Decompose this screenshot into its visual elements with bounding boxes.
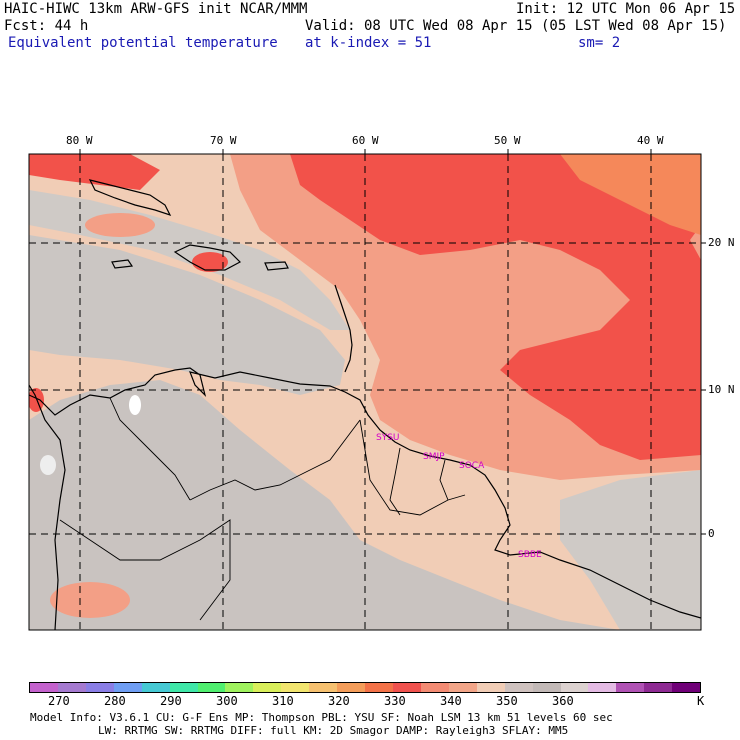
coast-central-america <box>29 384 66 630</box>
colorbar-unit: K <box>697 694 705 708</box>
colorbar-label-320: 320 <box>328 694 350 708</box>
colorbar-swatch <box>365 683 393 692</box>
colorbar-label-360: 360 <box>552 694 574 708</box>
lon-label-70w: 70 W <box>210 134 237 147</box>
valid-time: Valid: 08 UTC Wed 08 Apr 15 (05 LST Wed … <box>305 18 727 34</box>
lat-label-20n: 20 N <box>708 236 735 249</box>
red-patch-caribbean <box>29 154 160 190</box>
salmon-patch-cuba <box>85 213 155 237</box>
colorbar-swatch <box>253 683 282 692</box>
colorbar-swatch <box>85 683 114 692</box>
colorbar-swatch <box>560 683 589 692</box>
coastlines <box>29 179 701 630</box>
colorbar-swatch <box>57 683 86 692</box>
smoothing-label: sm= 2 <box>578 35 621 51</box>
model-info-line2: LW: RRTMG SW: RRTMG DIFF: full KM: 2D Sm… <box>98 724 569 737</box>
white-spot-west <box>40 455 56 475</box>
colorbar-swatch <box>532 683 561 692</box>
colorbar-label-300: 300 <box>216 694 238 708</box>
colorbar-swatch <box>337 683 366 692</box>
colorbar-swatch <box>476 683 505 692</box>
model-title: HAIC-HIWC 13km ARW-GFS init NCAR/MMM <box>4 1 308 17</box>
colorbar-label-350: 350 <box>496 694 518 708</box>
colorbar-swatch <box>30 683 58 692</box>
tick-marks <box>79 149 706 535</box>
border-colombia-venezuela <box>109 397 191 501</box>
colorbar-swatch <box>113 683 142 692</box>
colorbar-label-280: 280 <box>104 694 126 708</box>
red-patch-hispaniola <box>192 252 228 272</box>
colorbar-swatch <box>420 683 449 692</box>
init-time: Init: 12 UTC Mon 06 Apr 15 <box>516 1 736 17</box>
grid-lines <box>29 154 701 630</box>
colorbar-label-330: 330 <box>384 694 406 708</box>
colorbar-swatch <box>225 683 254 692</box>
station-sysu: SYSU <box>376 433 400 443</box>
red-maximum-region <box>290 154 701 460</box>
lon-label-40w: 40 W <box>637 134 664 147</box>
coast-south-america <box>29 367 701 619</box>
colorbar-swatch <box>392 683 421 692</box>
lon-label-80w: 80 W <box>66 134 93 147</box>
station-smjp: SMJP <box>423 452 445 462</box>
colorbar-swatch <box>141 683 170 692</box>
colorbar-swatch <box>616 683 645 692</box>
colorbar <box>29 682 701 693</box>
coast-puerto-rico <box>264 261 289 271</box>
red-patch-west <box>29 388 44 412</box>
coast-cuba <box>88 179 172 217</box>
model-info-line1: Model Info: V3.6.1 CU: G-F Ens MP: Thomp… <box>30 711 613 724</box>
lat-label-10n: 10 N <box>708 383 735 396</box>
country-borders <box>59 397 466 621</box>
lon-label-50w: 50 W <box>494 134 521 147</box>
grey-region-caribbean <box>29 235 345 395</box>
border-venezuela-brazil <box>189 419 361 501</box>
coast-lesser-antilles <box>334 284 353 373</box>
white-spot <box>129 395 141 415</box>
colorbar-swatch <box>672 683 701 692</box>
colorbar-label-290: 290 <box>160 694 182 708</box>
coast-jamaica <box>111 259 134 269</box>
colorbar-swatch <box>644 683 673 692</box>
orange-region-ne <box>560 154 701 235</box>
colorbar-swatch <box>169 683 198 692</box>
colorbar-label-270: 270 <box>48 694 70 708</box>
border-suriname-fguiana <box>439 459 449 501</box>
field-name: Equivalent potential temperature <box>8 35 278 51</box>
coast-hispaniola <box>173 244 241 271</box>
colorbar-label-310: 310 <box>272 694 294 708</box>
border-brazil-guianas <box>359 419 466 516</box>
forecast-hour: Fcst: 44 h <box>4 18 89 34</box>
lon-label-60w: 60 W <box>352 134 379 147</box>
level-label: at k-index = 51 <box>305 35 432 51</box>
colorbar-swatch <box>588 683 617 692</box>
station-sbbe: SBBE <box>518 550 542 560</box>
salmon-patch-sw <box>50 582 130 618</box>
colorbar-swatch <box>281 683 310 692</box>
station-soca: SOCA <box>459 461 485 471</box>
colorbar-swatch <box>448 683 477 692</box>
border-colombia-peru <box>59 519 231 621</box>
lat-label-eq: 0 <box>708 527 715 540</box>
border-guyana-suriname <box>389 447 401 516</box>
colorbar-swatch <box>197 683 226 692</box>
grey-region-atlantic-south <box>560 470 701 630</box>
colorbar-swatch <box>504 683 533 692</box>
colorbar-swatch <box>309 683 338 692</box>
grey-region-south-america <box>29 380 620 630</box>
colorbar-label-340: 340 <box>440 694 462 708</box>
